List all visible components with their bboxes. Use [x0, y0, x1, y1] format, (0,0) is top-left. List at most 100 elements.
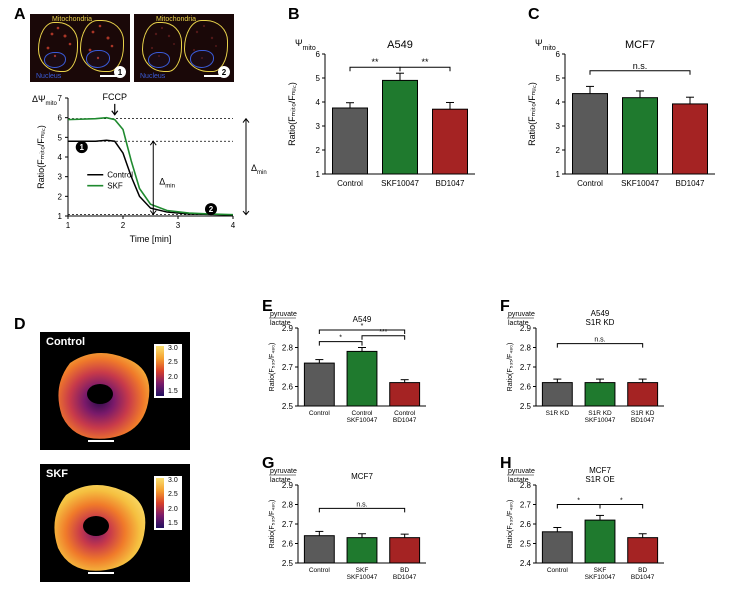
svg-text:2: 2 — [556, 146, 561, 155]
svg-text:MCF7: MCF7 — [589, 466, 611, 475]
svg-text:Control: Control — [107, 171, 133, 180]
svg-text:2.6: 2.6 — [282, 383, 294, 392]
scale-bar-d1 — [88, 440, 114, 442]
bar-chart-g: MCF7pyruvatelactate2.52.62.72.82.9Ratio(… — [266, 463, 441, 595]
svg-text:2: 2 — [121, 221, 126, 230]
svg-text:BD1047: BD1047 — [436, 179, 465, 188]
svg-text:Ratio(F₅₃₅/F₄₈₀): Ratio(F₅₃₅/F₄₈₀) — [507, 500, 514, 549]
svg-text:2.9: 2.9 — [282, 324, 294, 333]
svg-text:3: 3 — [58, 173, 63, 182]
svg-text:2.9: 2.9 — [282, 481, 294, 490]
svg-text:SKF: SKF — [594, 567, 607, 574]
svg-text:*: * — [339, 335, 342, 342]
svg-text:2.5: 2.5 — [282, 559, 294, 568]
svg-text:2.7: 2.7 — [282, 520, 294, 529]
svg-text:2.6: 2.6 — [520, 520, 532, 529]
svg-text:Ratio(Fₘᵢₜₒ/Fₙᵤ꜀): Ratio(Fₘᵢₜₒ/Fₙᵤ꜀) — [36, 125, 46, 189]
svg-text:4: 4 — [58, 153, 63, 162]
svg-text:FCCP: FCCP — [103, 92, 128, 102]
panel-label-b: B — [288, 6, 300, 24]
svg-text:2.8: 2.8 — [520, 481, 532, 490]
colorbar-control: 3.02.52.01.5 — [154, 344, 182, 398]
panel-c: MCF7Ψmito123456Ratio(Fₘᵢₜₒ/Fₙᵤ꜀)ControlS… — [525, 24, 725, 224]
cbar-ticks-1: 3.02.52.01.5 — [168, 345, 178, 395]
micrograph-1: Mitochondria Nucleus 1 — [30, 14, 130, 82]
svg-text:SKF10047: SKF10047 — [621, 179, 659, 188]
heat-label-control: Control — [46, 336, 85, 348]
svg-text:Ψmito: Ψmito — [295, 38, 316, 52]
panel-d: Control 3.02.52.01.5 SKF 3.02.52.01.5 — [40, 332, 190, 582]
svg-text:Ratio(F₅₃₅/F₄₈₀): Ratio(F₅₃₅/F₄₈₀) — [507, 343, 514, 392]
cbar-grad-2 — [156, 478, 164, 528]
bar-chart-f: A549S1R KDpyruvatelactate2.52.62.72.82.9… — [504, 306, 679, 438]
svg-text:5: 5 — [316, 74, 321, 83]
svg-text:BD1047: BD1047 — [393, 574, 417, 581]
svg-text:SKF10047: SKF10047 — [585, 417, 616, 424]
svg-text:*: * — [620, 498, 623, 505]
svg-text:A549: A549 — [591, 309, 610, 318]
svg-text:4: 4 — [556, 98, 561, 107]
svg-text:7: 7 — [58, 94, 63, 103]
panel-a: Mitochondria Nucleus 1 Mitochondria Nucl… — [30, 14, 245, 235]
heatmap-skf: SKF 3.02.52.01.5 — [40, 464, 190, 582]
svg-text:Control: Control — [394, 410, 416, 417]
svg-text:*: * — [361, 323, 364, 330]
svg-text:Control: Control — [337, 179, 363, 188]
scale-bar-d2 — [88, 572, 114, 574]
svg-text:2.6: 2.6 — [520, 383, 532, 392]
panel-label-c: C — [528, 6, 540, 24]
svg-text:pyruvate: pyruvate — [508, 311, 535, 318]
svg-text:2.6: 2.6 — [282, 540, 294, 549]
bar-chart-h: MCF7S1R OEpyruvatelactate2.42.52.62.72.8… — [504, 463, 679, 595]
svg-text:BD1047: BD1047 — [631, 574, 655, 581]
svg-text:n.s.: n.s. — [633, 61, 648, 71]
svg-text:Time [min]: Time [min] — [130, 234, 172, 244]
micrograph-2: Mitochondria Nucleus 2 — [134, 14, 234, 82]
svg-text:2.7: 2.7 — [282, 363, 294, 372]
panel-e: A549pyruvatelactate2.52.62.72.82.9Ratio(… — [266, 306, 441, 443]
bar-chart-c: MCF7Ψmito123456Ratio(Fₘᵢₜₒ/Fₙᵤ꜀)ControlS… — [525, 24, 725, 219]
svg-text:Control: Control — [577, 179, 603, 188]
svg-text:BD1047: BD1047 — [393, 417, 417, 424]
heatmap-control: Control 3.02.52.01.5 — [40, 332, 190, 450]
scale-bar-2 — [204, 75, 226, 77]
svg-text:5: 5 — [58, 133, 63, 142]
svg-text:Ratio(F₅₃₅/F₄₈₀): Ratio(F₅₃₅/F₄₈₀) — [269, 343, 276, 392]
svg-text:Δmin: Δmin — [251, 163, 267, 176]
svg-text:Control: Control — [352, 410, 374, 417]
svg-text:2.5: 2.5 — [520, 402, 532, 411]
svg-text:S1R KD: S1R KD — [586, 318, 615, 327]
svg-text:S1R KD: S1R KD — [631, 410, 655, 417]
svg-text:Control: Control — [309, 410, 331, 417]
svg-text:2.8: 2.8 — [282, 501, 294, 510]
panel-g: MCF7pyruvatelactate2.52.62.72.82.9Ratio(… — [266, 463, 441, 600]
colorbar-skf: 3.02.52.01.5 — [154, 476, 182, 530]
panel-label-d: D — [14, 316, 26, 334]
svg-text:Ratio(Fₘᵢₜₒ/Fₙᵤ꜀): Ratio(Fₘᵢₜₒ/Fₙᵤ꜀) — [527, 82, 537, 146]
svg-text:S1R KD: S1R KD — [546, 410, 570, 417]
svg-text:1: 1 — [80, 143, 85, 152]
heat-label-skf: SKF — [46, 468, 68, 480]
panel-b: A549Ψmito123456Ratio(Fₘᵢₜₒ/Fₙᵤ꜀)ControlS… — [285, 24, 485, 224]
svg-text:5: 5 — [556, 74, 561, 83]
cbar-grad-1 — [156, 346, 164, 396]
panel-h: MCF7S1R OEpyruvatelactate2.42.52.62.72.8… — [504, 463, 679, 600]
svg-text:pyruvate: pyruvate — [270, 311, 297, 318]
svg-text:2.7: 2.7 — [520, 363, 532, 372]
svg-text:2.4: 2.4 — [520, 559, 532, 568]
svg-text:BD: BD — [638, 567, 647, 574]
svg-text:pyruvate: pyruvate — [508, 468, 535, 475]
svg-text:6: 6 — [58, 114, 63, 123]
svg-text:2: 2 — [209, 205, 214, 214]
svg-text:Ratio(F₅₃₅/F₄₈₀): Ratio(F₅₃₅/F₄₈₀) — [269, 500, 276, 549]
trace-plot: 12345671234FCCPΔminΔmin12ControlSKFΔΨmit… — [30, 90, 245, 235]
svg-text:BD1047: BD1047 — [676, 179, 705, 188]
svg-text:3: 3 — [316, 122, 321, 131]
bar-chart-b: A549Ψmito123456Ratio(Fₘᵢₜₒ/Fₙᵤ꜀)ControlS… — [285, 24, 485, 219]
svg-text:pyruvate: pyruvate — [270, 468, 297, 475]
svg-text:2.8: 2.8 — [282, 344, 294, 353]
svg-text:1: 1 — [58, 212, 63, 221]
svg-text:SKF10047: SKF10047 — [347, 574, 378, 581]
svg-text:SKF10047: SKF10047 — [585, 574, 616, 581]
svg-text:4: 4 — [316, 98, 321, 107]
